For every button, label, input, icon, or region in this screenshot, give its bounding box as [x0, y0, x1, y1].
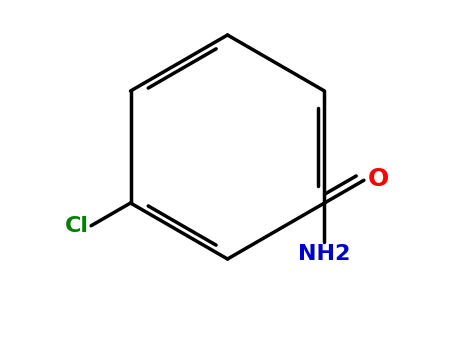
- Text: Cl: Cl: [66, 216, 89, 236]
- Text: NH2: NH2: [298, 244, 351, 264]
- Text: O: O: [368, 167, 389, 190]
